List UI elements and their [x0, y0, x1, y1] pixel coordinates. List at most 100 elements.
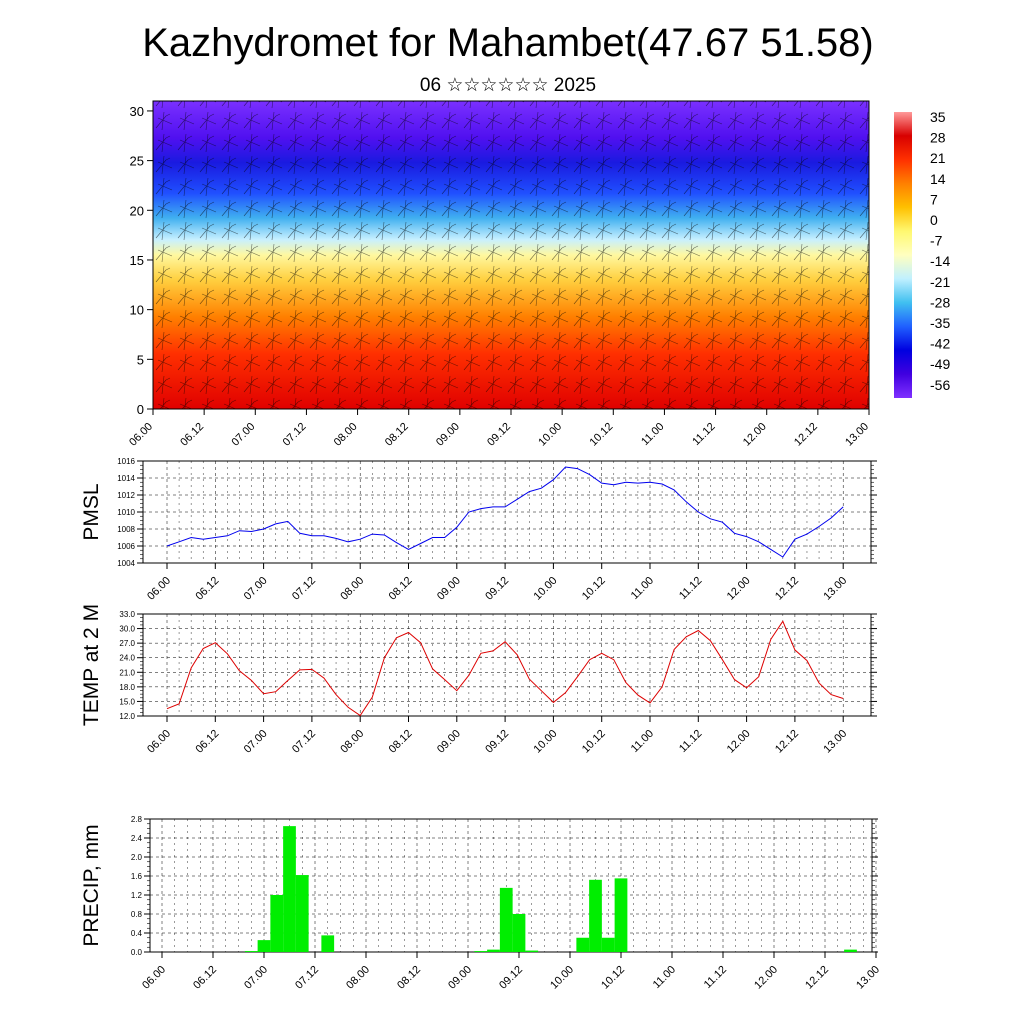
- y-tick-label: 18.0: [119, 683, 135, 692]
- colorbar-label: -21: [930, 274, 950, 290]
- y-tick-label: 15.0: [119, 697, 135, 706]
- y-tick-label: 30: [130, 104, 144, 119]
- x-tick-label: 09.12: [483, 728, 511, 756]
- x-tick-label: 07.12: [290, 575, 318, 603]
- x-tick-label: 08.00: [332, 421, 360, 449]
- precip-bar: [295, 875, 309, 952]
- colorbar-label: 14: [930, 171, 946, 187]
- colorbar-scale: [894, 112, 912, 398]
- y-tick-label: 2.4: [131, 834, 143, 843]
- x-tick-label: 11.00: [639, 421, 666, 448]
- y-tick-label: 0.0: [131, 948, 143, 957]
- colorbar: 35 28 21 14 7 0 -7 -14 -21 -28 -35 -42 -49 -56: [894, 109, 950, 398]
- x-tick-label: 12.12: [792, 421, 820, 449]
- precip-bar: [589, 879, 602, 952]
- x-tick-label: 10.00: [532, 575, 560, 603]
- x-tick-label: 11.12: [677, 575, 704, 602]
- y-tick-label: 12.0: [119, 712, 135, 721]
- precipitation-panel: 0.0 0.4 0.8 1.2 1.6 2.0 2.4 2.8 06.00 06.12 07.00 0…: [80, 815, 882, 992]
- colorbar-label: -56: [930, 377, 950, 393]
- x-tick-label: 12.00: [741, 421, 769, 449]
- x-tick-label: 12.00: [725, 575, 753, 603]
- colorbar-label: -14: [930, 253, 950, 269]
- x-tick-label: 10.12: [587, 421, 615, 449]
- temperature-axis-title: TEMP at 2 M: [80, 604, 103, 726]
- precip-bar: [244, 951, 258, 952]
- precip-bar: [257, 940, 271, 952]
- y-tick-label: 1014: [117, 474, 135, 483]
- precip-bar: [321, 935, 335, 952]
- x-tick-label: 08.00: [344, 964, 372, 992]
- precip-bar: [487, 949, 500, 952]
- colorbar-label: 21: [930, 150, 946, 166]
- precip-bar: [525, 950, 539, 952]
- x-tick-label: 08.00: [338, 728, 366, 756]
- panel-frame: [142, 613, 872, 717]
- precip-bar: [499, 887, 513, 952]
- x-tick-label: 12.00: [725, 728, 753, 756]
- y-tick-label: 1.6: [131, 872, 143, 881]
- x-tick-label: 08.00: [338, 575, 366, 603]
- x-tick-label: 10.00: [536, 421, 564, 449]
- y-tick-label: 30.0: [119, 625, 135, 634]
- x-tick-label: 12.00: [752, 964, 780, 992]
- y-tick-label: 15: [130, 253, 144, 268]
- y-tick-label: 5: [137, 352, 144, 367]
- colorbar-label: -42: [930, 336, 950, 352]
- y-tick-label: 24.0: [119, 654, 135, 663]
- x-tick-label: 08.12: [387, 575, 415, 603]
- precip-bar: [601, 937, 615, 952]
- x-tick-label: 13.00: [821, 728, 849, 756]
- y-tick-label: 1.2: [131, 891, 143, 900]
- precip-bar: [614, 878, 628, 952]
- colorbar-label: -7: [930, 233, 943, 249]
- temperature-panel: 12.0 15.0 18.0 21.0 24.0 27.0 30.0 33.0 06.00 06.…: [80, 604, 877, 756]
- x-tick-label: 13.00: [821, 575, 849, 603]
- y-tick-label: 2.8: [131, 815, 143, 824]
- y-tick-label: 0.4: [131, 929, 143, 938]
- x-tick-label: 12.12: [773, 728, 801, 756]
- y-tick-label: 2.0: [131, 853, 143, 862]
- y-tick-label: 1012: [117, 491, 135, 500]
- x-tick-label: 08.12: [395, 964, 423, 992]
- x-tick-label: 07.00: [242, 964, 270, 992]
- cross-section-panel: 0 5 10 15 20 25 30 06.00 06.12 07.00 07.12 08.00 08.…: [127, 100, 871, 449]
- x-tick-label: 07.00: [242, 575, 270, 603]
- colorbar-label: 7: [930, 191, 938, 207]
- precip-bar: [512, 914, 526, 952]
- wind-vector-overlay: [153, 101, 869, 409]
- precip-bar: [474, 951, 488, 952]
- x-tick-label: 09.00: [434, 421, 462, 449]
- x-tick-label: 09.12: [497, 964, 525, 992]
- y-tick-label: 25: [130, 154, 144, 169]
- colorbar-label: -49: [930, 356, 950, 372]
- x-tick-label: 08.12: [387, 728, 415, 756]
- precip-bar: [270, 895, 284, 952]
- x-tick-label: 10.00: [532, 728, 560, 756]
- pmsl-panel: 1004 1006 1008 1010 1012 1014 1016 06.00 06.12 07…: [80, 457, 877, 603]
- y-tick-label: 1006: [117, 542, 135, 551]
- x-tick-label: 10.00: [548, 964, 576, 992]
- y-tick-label: 0: [137, 402, 144, 417]
- x-tick-label: 06.12: [193, 575, 221, 603]
- x-tick-label: 07.12: [290, 728, 318, 756]
- x-tick-label: 12.12: [773, 575, 801, 603]
- colorbar-label: 35: [930, 109, 946, 125]
- y-tick-label: 21.0: [119, 668, 135, 677]
- colorbar-label: -35: [930, 315, 950, 331]
- x-tick-label: 06.00: [145, 728, 173, 756]
- x-tick-label: 09.12: [485, 421, 513, 449]
- y-tick-label: 0.8: [131, 910, 143, 919]
- x-tick-label: 13.00: [854, 964, 882, 992]
- x-tick-label: 07.12: [293, 964, 321, 992]
- x-tick-label: 08.12: [383, 421, 411, 449]
- x-tick-label: 06.12: [191, 964, 219, 992]
- x-tick-label: 09.00: [435, 728, 463, 756]
- precip-bar: [576, 937, 590, 952]
- x-tick-label: 10.12: [580, 575, 608, 603]
- x-tick-label: 06.12: [178, 421, 206, 449]
- x-tick-label: 12.12: [803, 964, 831, 992]
- precip-bar: [283, 826, 296, 952]
- x-tick-label: 11.00: [629, 575, 656, 602]
